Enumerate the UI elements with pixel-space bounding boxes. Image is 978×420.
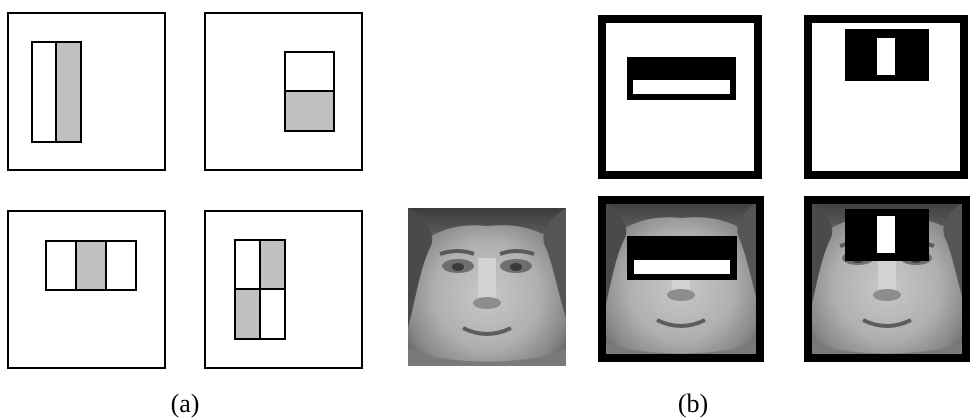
white-bar — [633, 80, 730, 94]
shaded-rectangle — [55, 41, 82, 143]
feature-window-frame — [598, 196, 764, 362]
shaded-rectangle — [259, 239, 286, 290]
white-rectangle — [105, 240, 137, 291]
caption-a: (a) — [171, 389, 200, 418]
white-bar — [877, 38, 895, 75]
white-rectangle — [31, 41, 57, 143]
vertical-nose-bridge-feature — [804, 15, 968, 179]
four-rectangle-diagonal-feature — [204, 210, 363, 369]
white-rectangle — [259, 288, 286, 340]
feature-window-frame — [204, 12, 363, 171]
white-bar — [877, 216, 895, 253]
two-rectangle-vertical-edge-feature — [7, 12, 166, 171]
shaded-rectangle — [75, 240, 107, 291]
two-rectangle-horizontal-edge-feature — [204, 12, 363, 171]
white-rectangle — [45, 240, 77, 291]
panel-a: (a) — [7, 12, 363, 418]
shaded-rectangle — [234, 288, 261, 340]
face-with-eye-feature-overlay — [598, 196, 764, 362]
shaded-rectangle — [284, 90, 335, 132]
feature-window-frame — [804, 196, 970, 362]
caption-b: (b) — [678, 389, 708, 418]
horizontal-eye-feature — [598, 15, 762, 179]
face-with-nose-bridge-feature-overlay — [804, 196, 970, 362]
white-rectangle — [234, 239, 261, 290]
white-rectangle — [284, 51, 335, 92]
white-bar — [634, 260, 730, 274]
face-sample — [408, 208, 566, 366]
panel-b: (b) — [408, 15, 970, 418]
three-rectangle-line-feature — [7, 210, 166, 369]
